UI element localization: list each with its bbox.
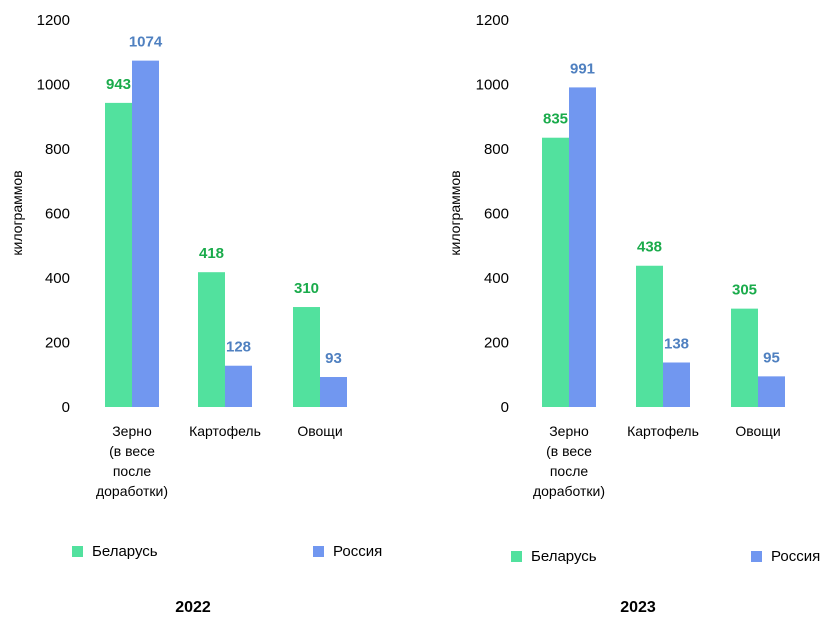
bar-Россия-1 (663, 362, 690, 407)
bar-Беларусь-1 (198, 272, 225, 407)
y-tick-label: 600 (484, 206, 509, 223)
chart-panel-2022: 0 200 400 600 800 1000 1200 килограммов 943 418 31… (9, 12, 382, 616)
y-tick-label: 0 (62, 399, 70, 416)
y-tick-label: 400 (45, 270, 70, 287)
y-tick-label: 200 (484, 335, 509, 352)
bar-Россия-2 (320, 377, 347, 407)
legend-label: Россия (771, 548, 820, 565)
data-label: 310 (294, 280, 319, 297)
y-tick-label: 1200 (37, 12, 70, 29)
chart-title: 2022 (175, 599, 211, 616)
legend-swatch-Беларусь (511, 551, 522, 562)
y-tick-label: 800 (484, 141, 509, 158)
x-tick-label: Картофель (627, 423, 699, 439)
data-label: 128 (226, 339, 251, 356)
data-label: 138 (664, 335, 689, 352)
data-label: 835 (543, 111, 568, 128)
y-axis-label: килограммов (447, 170, 463, 255)
chart-title: 2023 (620, 599, 656, 616)
y-axis-label: килограммов (9, 170, 25, 255)
legend-label: Россия (333, 543, 382, 560)
bar-Россия-0 (132, 60, 159, 407)
x-tick-label: Овощи (297, 423, 342, 439)
chart-panel-2023: 0 200 400 600 800 1000 1200 килограммов 835 438 30… (447, 12, 820, 616)
data-label: 438 (637, 239, 662, 256)
data-label: 93 (325, 350, 342, 367)
y-tick-label: 1200 (476, 12, 509, 29)
bar-Россия-0 (569, 87, 596, 407)
bar-Беларусь-0 (542, 137, 569, 407)
legend-swatch-Россия (751, 551, 762, 562)
y-tick-label: 600 (45, 206, 70, 223)
x-tick-label: Зерно (в весе после доработки) (96, 423, 168, 499)
data-label: 991 (570, 60, 595, 77)
y-tick-label: 400 (484, 270, 509, 287)
legend-swatch-Беларусь (72, 546, 83, 557)
data-label: 943 (106, 76, 131, 93)
y-tick-label: 0 (501, 399, 509, 416)
legend-label: Беларусь (531, 548, 597, 565)
legend-label: Беларусь (92, 543, 158, 560)
bar-Россия-1 (225, 365, 252, 407)
bar-Россия-2 (758, 376, 785, 407)
data-label: 305 (732, 282, 757, 299)
x-tick-label: Овощи (735, 423, 780, 439)
legend-swatch-Россия (313, 546, 324, 557)
data-label: 418 (199, 245, 224, 262)
y-tick-label: 1000 (476, 77, 509, 94)
x-tick-label: Картофель (189, 423, 261, 439)
bar-Беларусь-2 (293, 307, 320, 407)
bar-Беларусь-2 (731, 308, 758, 407)
x-tick-label: Зерно (в весе после доработки) (533, 423, 605, 499)
data-label: 95 (763, 349, 780, 366)
bar-Беларусь-1 (636, 265, 663, 407)
y-tick-label: 1000 (37, 77, 70, 94)
bar-Беларусь-0 (105, 102, 132, 407)
y-tick-label: 200 (45, 335, 70, 352)
y-tick-label: 800 (45, 141, 70, 158)
data-label: 1074 (129, 34, 163, 51)
